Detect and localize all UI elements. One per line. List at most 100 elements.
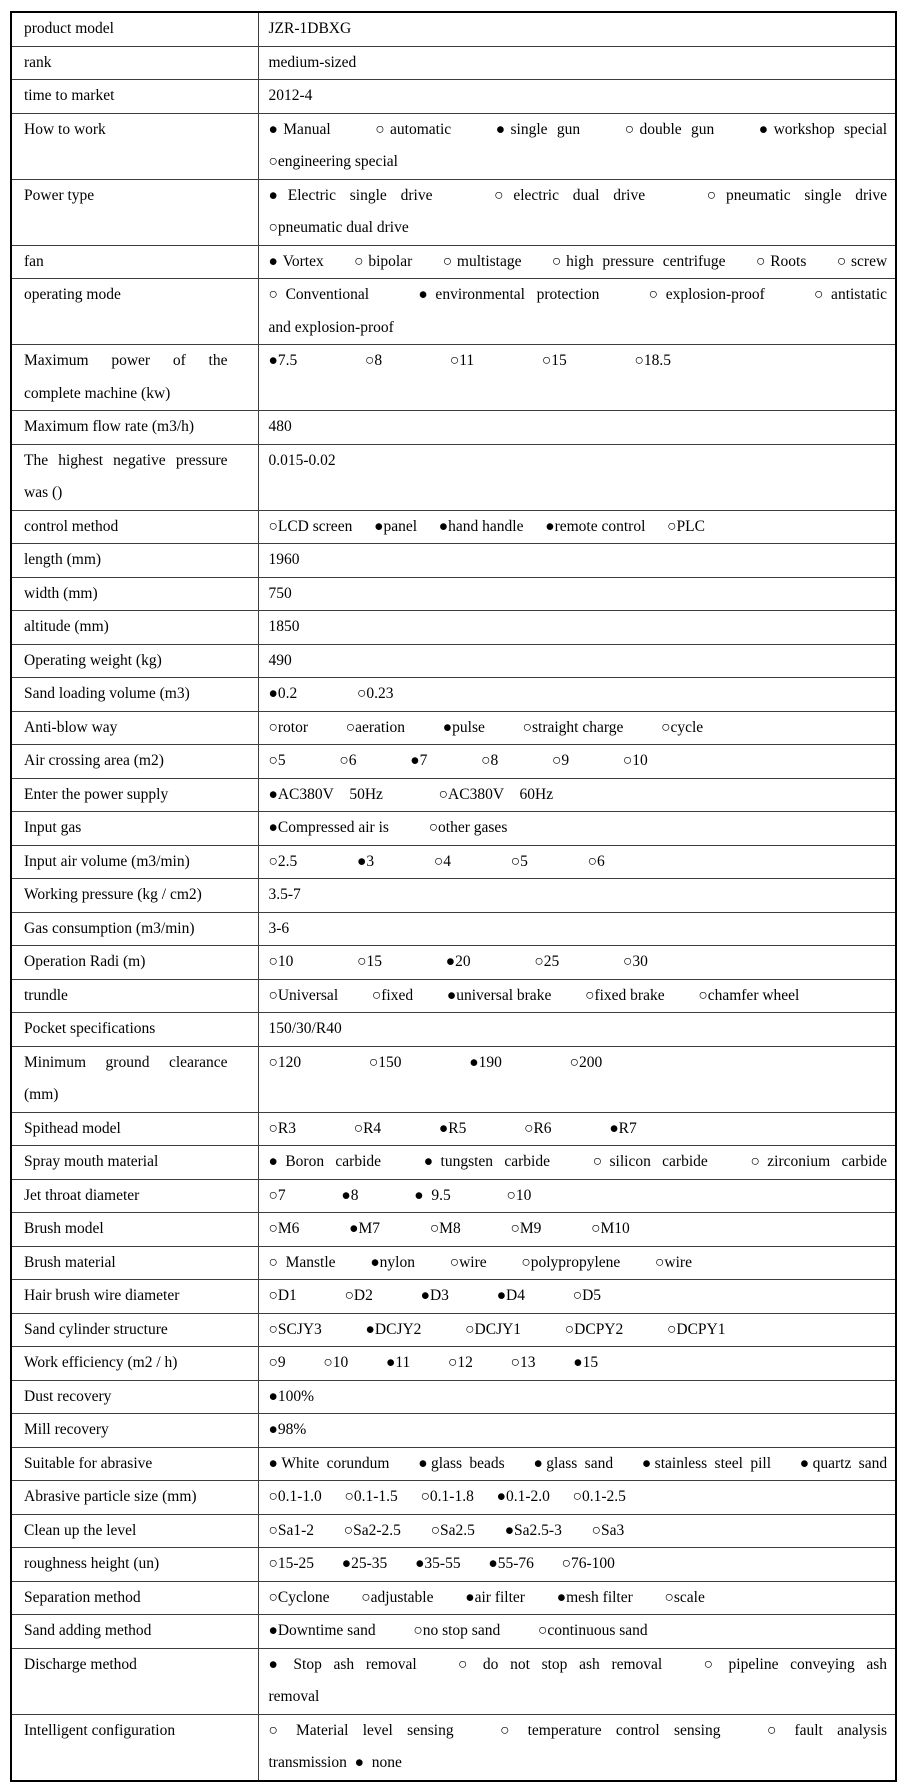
- option-gap: [778, 1467, 792, 1468]
- row-value: ●100%: [257, 1379, 897, 1414]
- row-value: ○7 ●8 ● 9.5 ○10: [257, 1178, 897, 1213]
- option-item: ○76-100: [561, 1555, 615, 1572]
- table-row: Operating weight (kg) 490: [10, 643, 897, 678]
- value-line: ○Conventional ●environmental protection …: [268, 280, 888, 312]
- option-item: and explosion-proof: [268, 318, 394, 336]
- option-gap: [555, 1132, 605, 1133]
- option-item: ○0.1-2.5: [572, 1488, 626, 1505]
- option-gap: [470, 1132, 520, 1133]
- option-item: ○15: [357, 953, 382, 970]
- row-label: Maximum flow rate (m3/h): [10, 410, 259, 445]
- row-value: ●Electric single drive ○electric dual dr…: [257, 178, 897, 246]
- option-item: ○D5: [572, 1287, 602, 1304]
- option-item: ○explosion-proof: [648, 286, 765, 303]
- row-value: ○5 ○6 ●7 ○8 ○9 ○10: [257, 744, 897, 779]
- option-gap: [464, 1567, 484, 1568]
- table-row: rank medium-sized: [10, 45, 897, 80]
- row-label: altitude (mm): [10, 610, 259, 645]
- row-label: fan: [10, 244, 259, 279]
- option-gap: [386, 965, 442, 966]
- option-item: ●Boron carbide: [268, 1153, 382, 1170]
- option-gap: [538, 1567, 558, 1568]
- option-item: ○silicon carbide: [592, 1153, 708, 1170]
- option-gap: [555, 999, 581, 1000]
- option-item: ○0.1-1.5: [344, 1488, 398, 1505]
- option-item: ○Sa1-2: [268, 1521, 315, 1539]
- option-gap: [312, 731, 342, 732]
- option-gap: [649, 530, 663, 531]
- option-item: ●mesh filter: [556, 1588, 633, 1606]
- row-label: trundle: [10, 978, 259, 1013]
- option-item: ●Downtime sand: [268, 1622, 376, 1639]
- option-item: ●glass sand: [533, 1454, 614, 1472]
- option-item: ● 9.5: [414, 1186, 451, 1204]
- row-label: Abrasive particle size (mm): [10, 1480, 259, 1515]
- option-item: ●R7: [609, 1119, 637, 1137]
- row-value: ●Compressed air is ○other gases: [257, 811, 897, 846]
- table-row: The highest negative pressure was () 0.01…: [10, 443, 897, 511]
- option-gap: [624, 1266, 651, 1267]
- option-item: ●AC380V 50Hz: [268, 785, 383, 803]
- row-value: ○ Manstle ●nylon ○wire ○polypropylene ○w…: [257, 1245, 897, 1280]
- row-label: control method: [10, 509, 259, 544]
- row-label: Input gas: [10, 811, 259, 846]
- option-gap: [611, 298, 637, 299]
- option-item: ○R6: [524, 1119, 552, 1137]
- option-gap: [539, 1366, 569, 1367]
- row-value: ●Downtime sand ○no stop sand ○continuous…: [257, 1614, 897, 1649]
- option-item: ○automatic: [375, 120, 452, 138]
- row-label: How to work: [10, 112, 259, 180]
- option-item: ○0.23: [357, 685, 394, 702]
- option-gap: [342, 999, 368, 1000]
- option-item: ●7: [410, 752, 428, 769]
- option-item: ○Conventional: [268, 286, 370, 303]
- value-line: ○SCJY3 ●DCJY2 ○DCJY1 ○DCPY2 ○DCPY1: [269, 1314, 888, 1346]
- option-gap: [305, 1066, 365, 1067]
- table-row: How to work ●Manual ○automatic ●single gu…: [10, 112, 897, 180]
- option-item: ○pneumatic dual drive: [268, 219, 409, 236]
- table-row: Input gas ●Compressed air is ○other gases: [10, 811, 897, 846]
- option-gap: [386, 364, 446, 365]
- table-row: Power type ●Electric single drive ○electr…: [10, 178, 897, 246]
- option-gap: [419, 1266, 446, 1267]
- table-row: Minimum ground clearance (mm) ○120 ○150 ●…: [10, 1045, 897, 1113]
- row-label: Jet throat diameter: [10, 1178, 259, 1213]
- option-item: ○fixed: [371, 986, 414, 1004]
- option-item: ○D1: [268, 1287, 297, 1304]
- row-label: Minimum ground clearance (mm): [10, 1045, 259, 1113]
- option-item: ○engineering special: [268, 153, 398, 170]
- option-item: ●35-55: [415, 1555, 461, 1572]
- option-item: ○150: [368, 1053, 402, 1071]
- option-item: ○8: [481, 752, 499, 769]
- option-gap: [431, 764, 477, 765]
- table-row: fan ●Vortex ○bipolar ○multistage ○high pr…: [10, 244, 897, 279]
- value-line: ●Compressed air is ○other gases: [269, 812, 888, 844]
- option-item: ●0.2: [268, 685, 298, 702]
- row-label: Intelligent configuration: [10, 1713, 259, 1781]
- table-row: Work efficiency (m2 / h) ○9 ○10 ●11 ○12 ○…: [10, 1346, 897, 1381]
- row-value: ○10 ○15 ●20 ○25 ○30: [257, 945, 897, 980]
- option-gap: [300, 1132, 350, 1133]
- option-item: ○120: [268, 1053, 302, 1071]
- option-item: ○ temperature control sensing: [500, 1721, 721, 1739]
- option-item: ●single gun: [495, 120, 581, 138]
- option-item: ○9: [552, 752, 570, 769]
- row-value: ●Manual ○automatic ●single gun ○double g…: [257, 112, 897, 180]
- row-value: ● Stop ash removal ○ do not stop ash rem…: [257, 1647, 897, 1715]
- row-value: ●AC380V 50Hz ○AC380V 60Hz: [257, 777, 897, 812]
- row-value: 480: [257, 410, 897, 445]
- option-gap: [668, 999, 694, 1000]
- row-label: The highest negative pressure was (): [10, 443, 259, 511]
- row-value: ○Conventional ●environmental protection …: [257, 278, 897, 345]
- option-gap: [566, 1534, 588, 1535]
- option-gap: [297, 965, 353, 966]
- value-line: ○Sa1-2 ○Sa2-2.5 ○Sa2.5 ●Sa2.5-3 ○Sa3: [268, 1515, 888, 1547]
- option-item: ○Universal: [268, 986, 339, 1004]
- option-item: ○10: [323, 1354, 349, 1371]
- value-line: ○D1 ○D2 ●D3 ●D4 ○D5: [268, 1280, 888, 1312]
- option-gap: [414, 1366, 444, 1367]
- option-item: ○4: [433, 852, 451, 870]
- option-item: ○15: [541, 352, 567, 369]
- option-gap: [326, 1500, 341, 1501]
- option-gap: [465, 1232, 507, 1233]
